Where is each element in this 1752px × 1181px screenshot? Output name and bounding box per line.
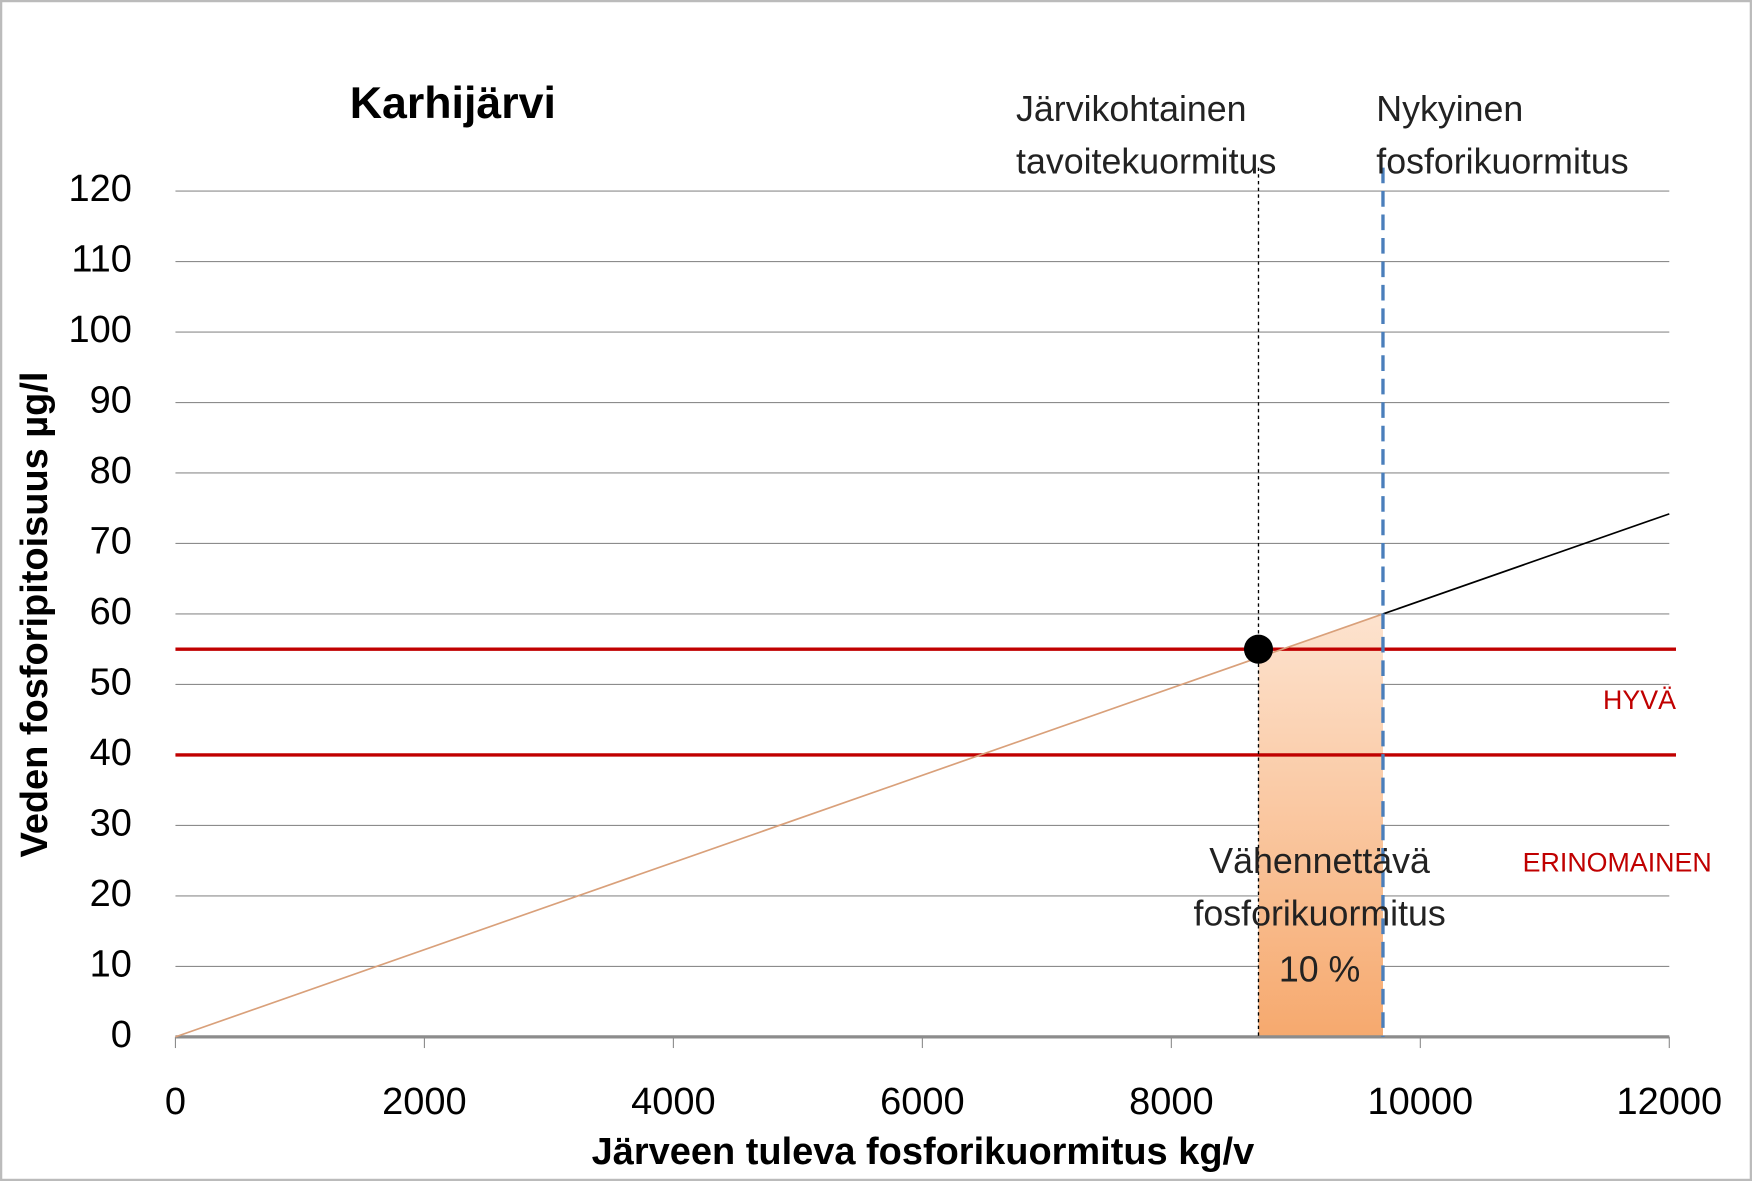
x-tick-label: 6000 — [880, 1081, 964, 1123]
x-axis-title: Järveen tuleva fosforikuormitus kg/v — [592, 1131, 1255, 1173]
marker-label: Järvikohtainen — [1016, 89, 1247, 129]
y-tick-label: 60 — [90, 591, 132, 633]
zone-label: HYVÄ — [1603, 685, 1676, 715]
y-tick-label: 80 — [90, 450, 132, 492]
y-tick-label: 90 — [90, 380, 132, 422]
y-tick-label: 120 — [69, 168, 132, 210]
target-point — [1243, 634, 1274, 664]
y-tick-label: 100 — [69, 309, 132, 351]
marker-label: tavoitekuormitus — [1016, 142, 1276, 182]
line-segment — [175, 613, 1384, 1038]
marker-label: fosforikuormitus — [1376, 142, 1628, 182]
y-tick-label: 30 — [90, 802, 132, 844]
x-tick-label: 0 — [165, 1081, 186, 1123]
reduction-area — [1258, 613, 1383, 1037]
reduction-label: 10 % — [1279, 949, 1361, 989]
x-tick-label: 10000 — [1368, 1081, 1474, 1123]
x-tick-label: 2000 — [382, 1081, 466, 1123]
y-tick-label: 10 — [90, 943, 132, 985]
line-segment — [1382, 513, 1670, 615]
zone-label: ERINOMAINEN — [1523, 848, 1712, 878]
y-tick-label: 0 — [111, 1014, 132, 1056]
x-tick-label: 4000 — [631, 1081, 715, 1123]
marker-label: Nykyinen — [1376, 89, 1523, 129]
chart-title: Karhijärvi — [350, 79, 556, 128]
reduction-label: fosforikuormitus — [1193, 894, 1445, 934]
y-tick-label: 50 — [90, 661, 132, 703]
y-axis-title: Veden fosforipitoisuus µg/l — [14, 372, 56, 858]
x-tick-label: 12000 — [1616, 1081, 1722, 1123]
y-tick-label: 70 — [90, 521, 132, 563]
reduction-label: Vähennettävä — [1209, 841, 1430, 881]
y-tick-label: 40 — [90, 732, 132, 774]
x-tick-label: 8000 — [1129, 1081, 1213, 1123]
y-tick-label: 110 — [71, 239, 132, 281]
y-tick-label: 20 — [90, 873, 132, 915]
